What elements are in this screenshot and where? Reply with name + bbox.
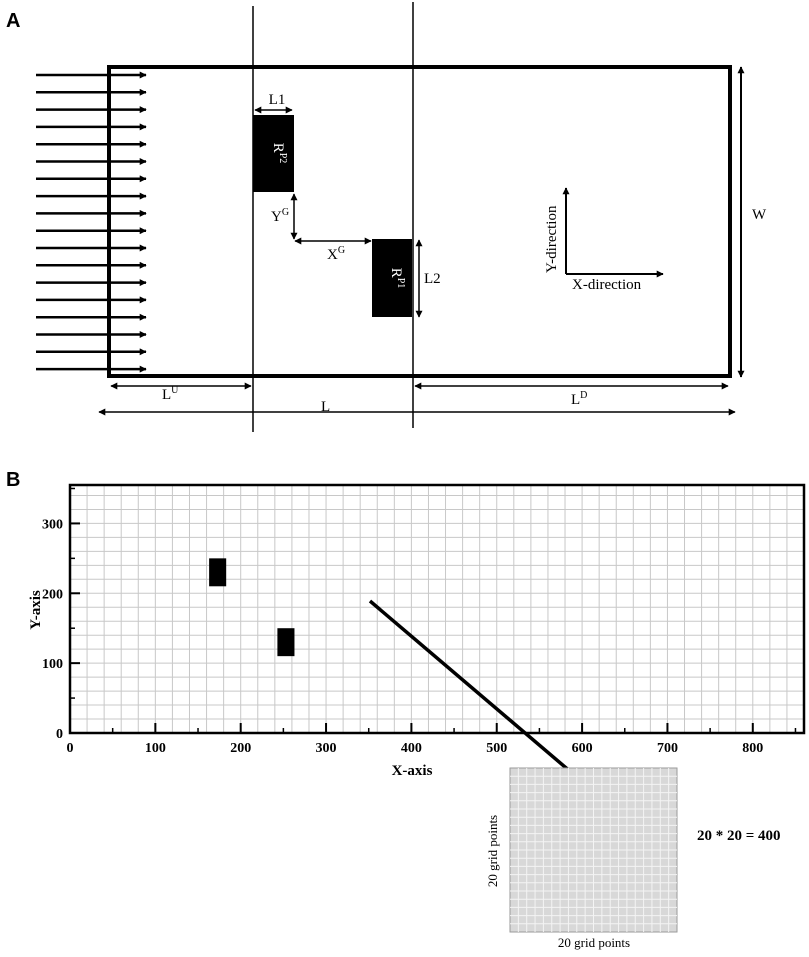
plot-frame [68, 483, 806, 735]
inflow-arrows [36, 71, 147, 373]
inset-x-label: 20 grid points [558, 935, 630, 950]
l-label: L [321, 399, 330, 415]
panel-b-label: B [6, 469, 20, 491]
y-tick-label: 100 [42, 657, 63, 672]
y-axis-label: Y-axis [28, 590, 44, 630]
lu-label: LU [162, 385, 179, 403]
l1-label: L1 [269, 92, 286, 108]
plot-obstacles [209, 558, 295, 657]
y-tick-label: 300 [42, 517, 63, 532]
domain-box [107, 65, 732, 378]
l2-label: L2 [424, 271, 441, 287]
obstacle-rp2 [253, 115, 294, 192]
panel-b: B 0 100 200 300 400 500 600 700 800 0 100 200 300 X-… [6, 469, 806, 950]
xg-label: XG [327, 245, 345, 263]
panel-a: A RP2 RP1 L1 YG XG L2 W Y-direction X- [6, 2, 767, 432]
w-label: W [752, 207, 767, 223]
x-tick-label: 600 [572, 741, 593, 756]
x-axis-label: X-axis [392, 763, 433, 779]
yg-label: YG [271, 207, 289, 225]
y-direction-label: Y-direction [544, 205, 560, 273]
x-tick-label: 800 [742, 741, 763, 756]
inset-y-label: 20 grid points [485, 815, 500, 887]
plot-obstacle [277, 628, 295, 657]
obstacle-rp1 [372, 239, 412, 317]
plot-grid [70, 485, 804, 733]
x-tick-label: 0 [67, 741, 74, 756]
ld-label: LD [571, 390, 587, 408]
x-tick-label: 300 [316, 741, 337, 756]
panel-a-label: A [6, 10, 20, 32]
zoom-arrow [368, 599, 587, 786]
y-tick-label: 200 [42, 587, 63, 602]
plot-obstacle [209, 558, 227, 587]
x-tick-label: 400 [401, 741, 422, 756]
inset-formula: 20 * 20 = 400 [697, 828, 781, 844]
x-direction-label: X-direction [572, 277, 642, 293]
x-tick-label: 100 [145, 741, 166, 756]
x-tick-label: 700 [657, 741, 678, 756]
rp1-label: RP1 [388, 268, 406, 289]
x-tick-label: 200 [230, 741, 251, 756]
inset-grid [509, 767, 678, 933]
x-tick-label: 500 [486, 741, 507, 756]
plot-ticks: 0 100 200 300 400 500 600 700 800 0 100 200 300 [42, 487, 797, 756]
rp2-label: RP2 [270, 143, 288, 164]
y-tick-label: 0 [56, 727, 63, 742]
